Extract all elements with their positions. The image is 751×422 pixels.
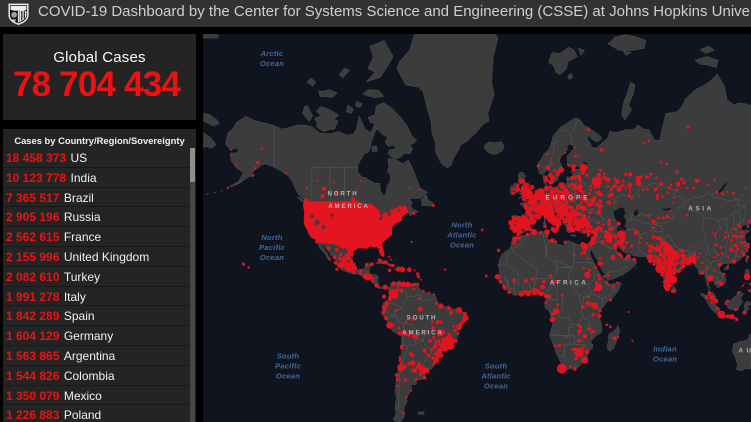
- svg-text:North: North: [261, 233, 282, 242]
- svg-text:South: South: [277, 351, 300, 360]
- svg-text:AFRICA: AFRICA: [550, 279, 589, 286]
- svg-text:EUROPE: EUROPE: [546, 194, 591, 201]
- svg-text:Pacific: Pacific: [275, 361, 301, 370]
- svg-text:Ocean: Ocean: [260, 59, 284, 68]
- svg-text:Atlantic: Atlantic: [446, 230, 477, 239]
- svg-text:Ocean: Ocean: [450, 240, 474, 249]
- svg-text:South: South: [485, 361, 508, 370]
- svg-text:ASIA: ASIA: [688, 205, 714, 212]
- svg-text:Ocean: Ocean: [276, 371, 300, 380]
- svg-text:AMERICA: AMERICA: [402, 329, 443, 336]
- svg-text:Arctic: Arctic: [260, 49, 284, 58]
- svg-text:AMERICA: AMERICA: [328, 203, 369, 210]
- svg-text:Atlantic: Atlantic: [480, 371, 511, 380]
- svg-text:Pacific: Pacific: [259, 243, 285, 252]
- svg-text:AUSTRALIA: AUSTRALIA: [739, 347, 751, 354]
- svg-text:Indian: Indian: [653, 344, 677, 353]
- svg-text:Ocean: Ocean: [260, 253, 284, 262]
- svg-text:Ocean: Ocean: [653, 354, 677, 363]
- svg-text:Ocean: Ocean: [484, 381, 508, 390]
- svg-text:NORTH: NORTH: [328, 190, 359, 197]
- svg-text:North: North: [451, 220, 472, 229]
- svg-text:SOUTH: SOUTH: [407, 314, 438, 321]
